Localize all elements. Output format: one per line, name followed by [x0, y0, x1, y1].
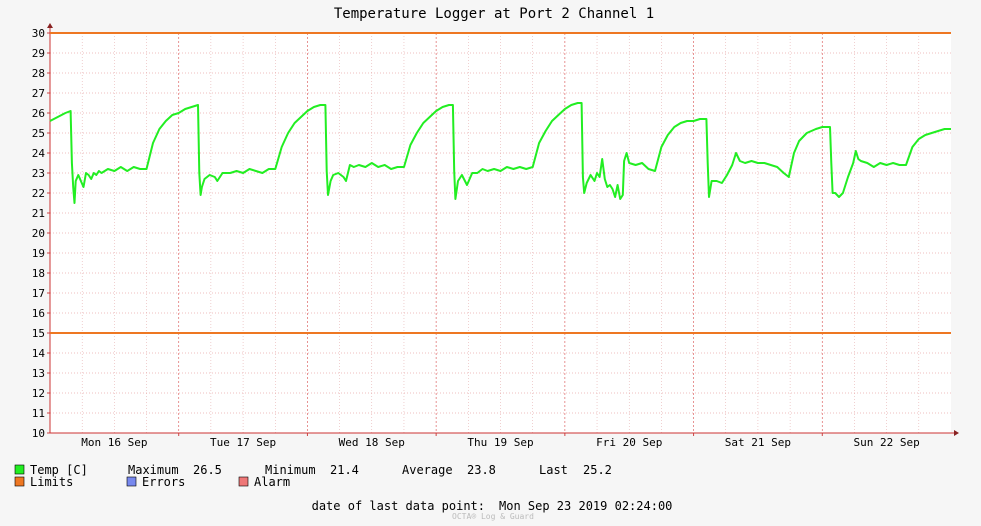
watermark: OCTA® Log & Guard — [452, 512, 534, 521]
tick-label-y: 12 — [32, 387, 45, 400]
tick-label-y: 11 — [32, 407, 45, 420]
tick-label-x: Fri 20 Sep — [596, 436, 662, 449]
y-axis-arrow — [47, 23, 53, 28]
tick-label-y: 25 — [32, 127, 45, 140]
tick-label-y: 21 — [32, 207, 45, 220]
tick-label-x: Sat 21 Sep — [725, 436, 791, 449]
x-axis-arrow — [954, 430, 959, 436]
stat-average-value: 23.8 — [467, 463, 496, 477]
legend: Temp [C] Limits Errors Alarm Maximum 26.… — [14, 463, 612, 489]
tick-label-y: 20 — [32, 227, 45, 240]
legend-label-errors: Errors — [142, 475, 185, 489]
tick-label-y: 30 — [32, 27, 45, 40]
tick-label-y: 14 — [32, 347, 46, 360]
stat-minimum-value: 21.4 — [330, 463, 359, 477]
tick-label-x: Sun 22 Sep — [854, 436, 920, 449]
tick-label-y: 27 — [32, 87, 45, 100]
stat-minimum-label: Minimum — [265, 463, 316, 477]
legend-label-alarm: Alarm — [254, 475, 290, 489]
series-layer — [49, 102, 951, 204]
footer-label: date of last data point: — [312, 499, 485, 513]
legend-swatch-errors — [126, 476, 137, 487]
tick-label-y: 22 — [32, 187, 45, 200]
tick-label-x: Mon 16 Sep — [81, 436, 147, 449]
stat-last-label: Last — [539, 463, 568, 477]
tick-label-x: Tue 17 Sep — [210, 436, 276, 449]
stat-last-value: 25.2 — [583, 463, 612, 477]
tick-label-y: 24 — [32, 147, 46, 160]
grid — [50, 32, 951, 433]
stat-maximum-value: 26.5 — [193, 463, 222, 477]
stat-maximum-label: Maximum — [128, 463, 179, 477]
tick-label-y: 15 — [32, 327, 45, 340]
series-line-temp — [49, 102, 951, 204]
tick-label-y: 16 — [32, 307, 45, 320]
tick-label-x: Wed 18 Sep — [339, 436, 405, 449]
tick-label-y: 18 — [32, 267, 45, 280]
legend-swatch-temp — [14, 464, 25, 475]
legend-label-limits: Limits — [30, 475, 73, 489]
stat-average-label: Average — [402, 463, 453, 477]
axes — [47, 23, 959, 436]
tick-label-y: 28 — [32, 67, 45, 80]
tick-label-y: 19 — [32, 247, 45, 260]
legend-label-temp: Temp [C] — [30, 463, 88, 477]
chart-title: Temperature Logger at Port 2 Channel 1 — [334, 6, 654, 22]
legend-swatch-limits — [14, 476, 25, 487]
tick-label-y: 26 — [32, 107, 45, 120]
tick-label-y: 23 — [32, 167, 45, 180]
tick-label-y: 17 — [32, 287, 45, 300]
tick-labels: 10 11 12 13 14 15 16 17 18 19 20 21 22 23 24 25 26 27 28 29… — [32, 27, 920, 449]
footer-value: Mon Sep 23 2019 02:24:00 — [499, 499, 672, 513]
tick-label-y: 10 — [32, 427, 45, 440]
tick-label-y: 29 — [32, 47, 45, 60]
tick-label-y: 13 — [32, 367, 45, 380]
legend-swatch-alarm — [238, 476, 249, 487]
tick-label-x: Thu 19 Sep — [467, 436, 533, 449]
limit-lines — [50, 32, 951, 334]
